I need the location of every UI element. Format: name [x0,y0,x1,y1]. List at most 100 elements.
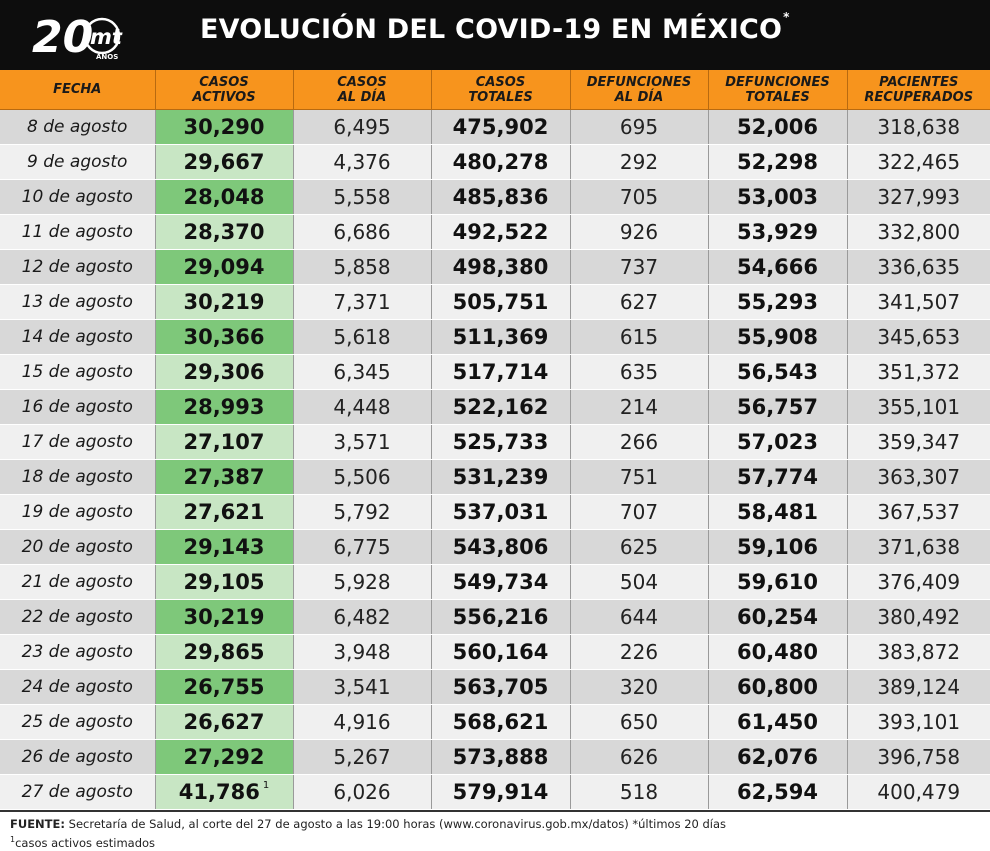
cell-pacientes-recuperados: 389,124 [847,669,990,705]
cell-casos-activos: 28,048 [155,179,294,215]
cell-defunciones-al-dia: 320 [570,669,709,705]
logo-number: 20 [32,12,93,63]
title-asterisk: * [783,10,790,24]
cell-casos-activos: 29,105 [155,564,294,600]
cell-casos-al-dia: 4,448 [293,389,432,425]
cell-casos-al-dia: 5,267 [293,739,432,775]
header-bar: 20 mt AÑOS EVOLUCIÓN DEL COVID-19 EN MÉX… [0,0,990,70]
cell-casos-totales: 517,714 [431,354,571,390]
cell-defunciones-al-dia: 926 [570,214,709,250]
cell-defunciones-totales: 62,076 [708,739,848,775]
cell-defunciones-al-dia: 626 [570,739,709,775]
cell-casos-al-dia: 3,541 [293,669,432,705]
source-line: FUENTE: Secretaría de Salud, al corte de… [10,817,726,832]
cell-defunciones-al-dia: 504 [570,564,709,600]
cell-fecha: 12 de agosto [0,249,156,285]
cell-defunciones-totales: 56,543 [708,354,848,390]
column-header-row: FECHA CASOS ACTIVOS CASOS AL DÍA CASOS T… [0,70,990,110]
cell-fecha: 18 de agosto [0,459,156,495]
cell-defunciones-al-dia: 518 [570,774,709,810]
column-header-casos-totales: CASOS TOTALES [431,70,571,110]
table-row: 21 de agosto 29,105 5,928 549,734 504 59,610 3… [0,564,990,600]
table-row: 27 de agosto 41,786 1 6,026 579,914 518 62,594… [0,774,990,810]
cell-fecha: 17 de agosto [0,424,156,460]
table-row: 22 de agosto 30,219 6,482 556,216 644 60,254 3… [0,599,990,635]
table-row: 11 de agosto 28,370 6,686 492,522 926 53,929 3… [0,214,990,250]
cell-casos-totales: 480,278 [431,144,571,180]
cell-casos-totales: 568,621 [431,704,571,740]
cell-casos-activos: 28,993 [155,389,294,425]
cell-defunciones-al-dia: 266 [570,424,709,460]
cell-pacientes-recuperados: 396,758 [847,739,990,775]
cell-pacientes-recuperados: 341,507 [847,284,990,320]
cell-casos-totales: 511,369 [431,319,571,355]
table-row: 23 de agosto 29,865 3,948 560,164 226 60,480 3… [0,634,990,670]
cell-defunciones-al-dia: 214 [570,389,709,425]
cell-casos-activos: 30,219 [155,599,294,635]
cell-casos-activos: 30,219 [155,284,294,320]
cell-casos-totales: 522,162 [431,389,571,425]
cell-casos-al-dia: 5,506 [293,459,432,495]
cell-casos-al-dia: 6,495 [293,109,432,145]
cell-pacientes-recuperados: 393,101 [847,704,990,740]
note-text: casos activos estimados [15,835,156,850]
cell-casos-totales: 475,902 [431,109,571,145]
cell-casos-al-dia: 3,948 [293,634,432,670]
table-row: 19 de agosto 27,621 5,792 537,031 707 58,481 3… [0,494,990,530]
table-body: 8 de agosto 30,290 6,495 475,902 695 52,006 31… [0,109,990,810]
cell-defunciones-totales: 52,298 [708,144,848,180]
cell-defunciones-totales: 60,800 [708,669,848,705]
table-row: 16 de agosto 28,993 4,448 522,162 214 56,757 3… [0,389,990,425]
cell-fecha: 14 de agosto [0,319,156,355]
footnote-mark: 1 [262,780,270,791]
table-row: 14 de agosto 30,366 5,618 511,369 615 55,908 3… [0,319,990,355]
cell-defunciones-al-dia: 625 [570,529,709,565]
covid-table: FECHA CASOS ACTIVOS CASOS AL DÍA CASOS T… [0,70,990,810]
cell-pacientes-recuperados: 400,479 [847,774,990,810]
cell-fecha: 22 de agosto [0,599,156,635]
cell-casos-activos: 27,387 [155,459,294,495]
cell-casos-activos: 27,292 [155,739,294,775]
cell-casos-totales: 485,836 [431,179,571,215]
cell-fecha: 8 de agosto [0,109,156,145]
logo-years: AÑOS [96,52,118,61]
note-line: 1casos activos estimados [10,832,726,851]
cell-defunciones-al-dia: 650 [570,704,709,740]
cell-fecha: 20 de agosto [0,529,156,565]
cell-casos-totales: 498,380 [431,249,571,285]
cell-defunciones-totales: 56,757 [708,389,848,425]
cell-casos-totales: 525,733 [431,424,571,460]
cell-defunciones-al-dia: 635 [570,354,709,390]
cell-defunciones-al-dia: 627 [570,284,709,320]
cell-defunciones-al-dia: 737 [570,249,709,285]
cell-casos-al-dia: 4,916 [293,704,432,740]
cell-defunciones-al-dia: 695 [570,109,709,145]
column-header-defunciones-totales: DEFUNCIONES TOTALES [708,70,848,110]
column-header-fecha: FECHA [0,70,156,110]
cell-defunciones-totales: 59,106 [708,529,848,565]
cell-pacientes-recuperados: 367,537 [847,494,990,530]
cell-defunciones-totales: 52,006 [708,109,848,145]
cell-defunciones-al-dia: 707 [570,494,709,530]
cell-casos-totales: 505,751 [431,284,571,320]
table-row: 8 de agosto 30,290 6,495 475,902 695 52,006 31… [0,109,990,145]
cell-pacientes-recuperados: 322,465 [847,144,990,180]
cell-fecha: 15 de agosto [0,354,156,390]
table-row: 10 de agosto 28,048 5,558 485,836 705 53,003 3… [0,179,990,215]
table-row: 13 de agosto 30,219 7,371 505,751 627 55,293 3… [0,284,990,320]
cell-pacientes-recuperados: 318,638 [847,109,990,145]
source-label: FUENTE: [10,817,65,831]
cell-casos-al-dia: 6,026 [293,774,432,810]
cell-casos-totales: 543,806 [431,529,571,565]
cell-pacientes-recuperados: 332,800 [847,214,990,250]
cell-casos-al-dia: 5,618 [293,319,432,355]
cell-defunciones-al-dia: 705 [570,179,709,215]
page-title: EVOLUCIÓN DEL COVID-19 EN MÉXICO* [200,10,790,45]
cell-casos-activos: 30,290 [155,109,294,145]
cell-casos-activos: 26,627 [155,704,294,740]
cell-pacientes-recuperados: 355,101 [847,389,990,425]
footer: FUENTE: Secretaría de Salud, al corte de… [10,817,726,851]
cell-defunciones-totales: 58,481 [708,494,848,530]
note-mark: 1 [10,835,16,844]
cell-fecha: 26 de agosto [0,739,156,775]
